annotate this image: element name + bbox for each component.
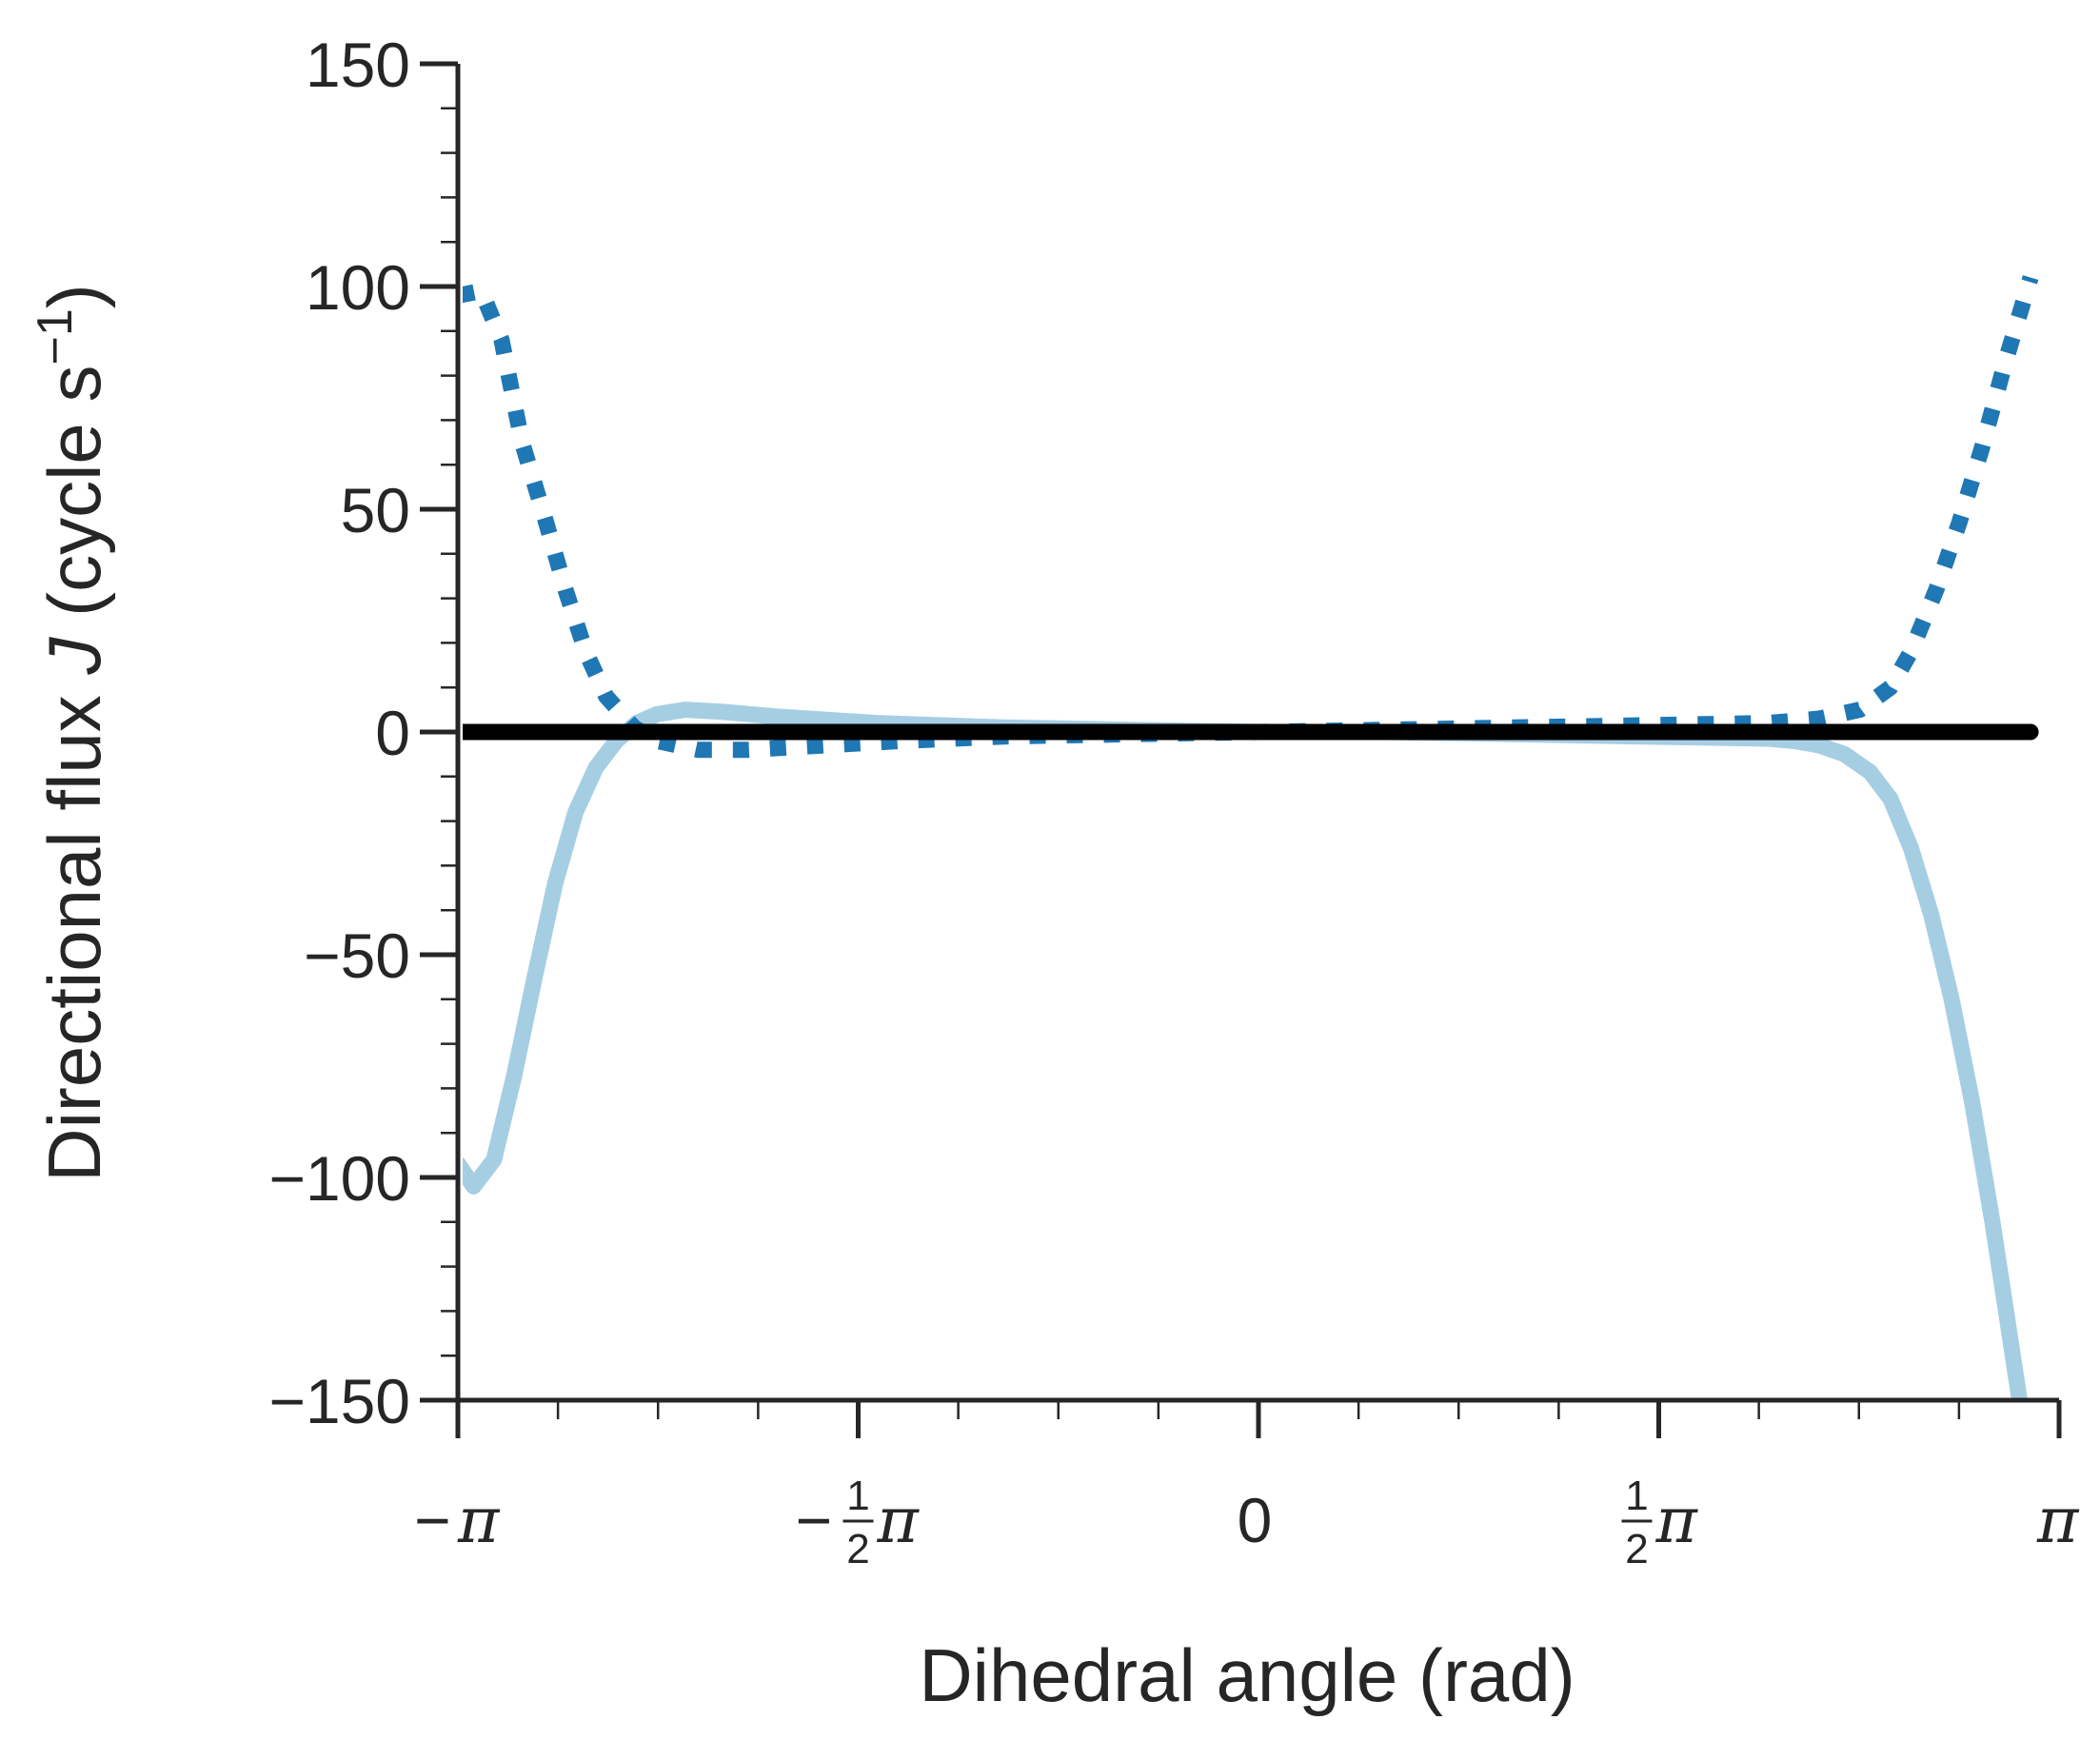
x-tick-pi: π [1655,1484,1699,1557]
y-label-text: Directional flux [32,675,116,1182]
y-tick-label: −50 [304,920,410,991]
x-tick-denominator: 2 [846,1526,869,1572]
y-tick-label: 50 [341,475,410,545]
series-line-1 [463,702,2029,1401]
y-label-exponent: −1 [28,308,83,365]
x-tick-numerator: 1 [846,1473,869,1519]
x-tick-labels: − π −12 π 0 12 π π [414,1473,2080,1572]
x-tick-text: 0 [1238,1485,1273,1555]
x-tick-pi: π [457,1484,501,1557]
y-label-close: ) [32,284,116,308]
x-tick-label: π [2036,1484,2080,1557]
y-axis-label: Directional flux J (cycle s−1) [28,284,116,1182]
x-tick-label: − π [414,1484,501,1557]
y-tick-label: 0 [375,698,410,768]
x-axis-label: Dihedral angle (rad) [919,1633,1575,1717]
x-tick-label: 0 [1238,1485,1273,1555]
plot-area [463,275,2039,1401]
y-tick-labels: 150 100 50 0 −50 −100 −150 [268,30,410,1436]
y-tick-label: 150 [306,30,410,100]
x-tick-sign: − [795,1485,832,1555]
y-tick-label: 100 [306,252,410,323]
x-tick-denominator: 2 [1625,1526,1648,1572]
x-tick-pi: π [2036,1484,2080,1557]
x-tick-sign: − [414,1485,451,1555]
series-line-0 [463,275,2039,759]
x-tick-numerator: 1 [1625,1473,1648,1519]
x-tick-pi: π [876,1484,920,1557]
y-tick-label: −100 [268,1143,410,1214]
axes [420,61,2062,1438]
x-tick-label: −1 2 π [795,1473,920,1572]
y-label-symbol: J [32,637,116,676]
y-label-unit: (cycle s [32,366,116,638]
y-tick-label: −150 [268,1366,410,1436]
x-tick-label: 1 2 π [1621,1473,1699,1572]
